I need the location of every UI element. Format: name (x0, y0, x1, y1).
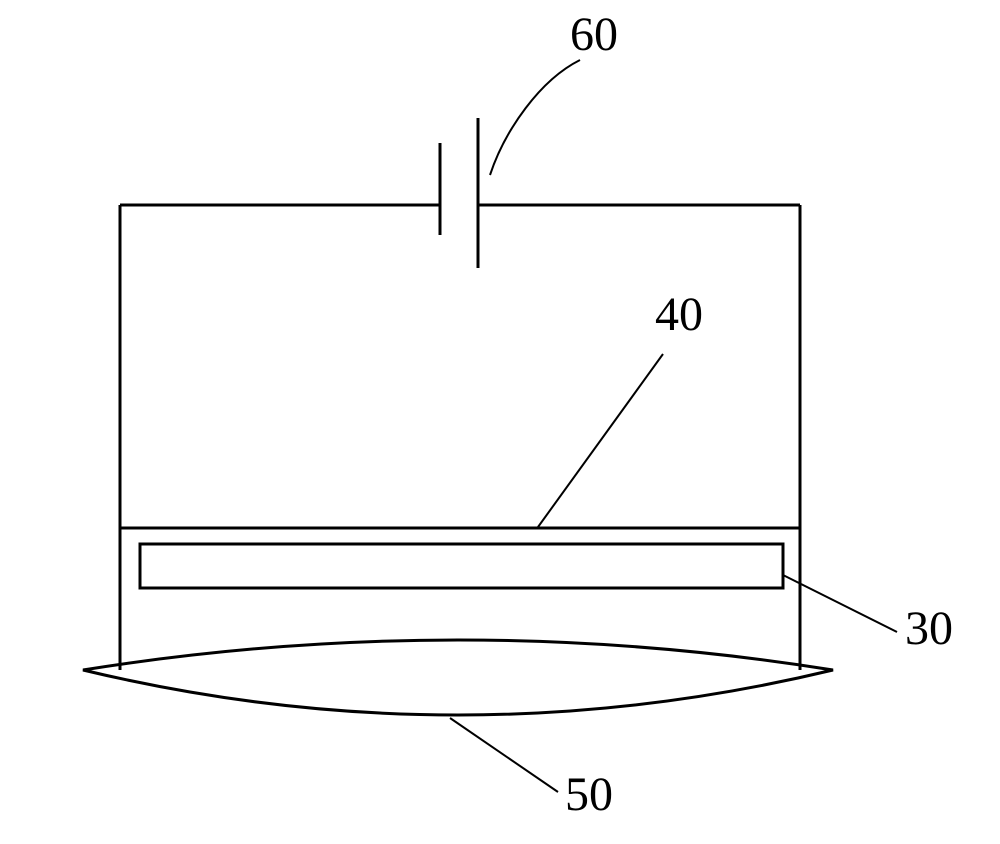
label-50: 50 (565, 768, 613, 821)
label-40: 40 (655, 288, 703, 341)
leader-50 (450, 718, 558, 792)
label-30: 30 (905, 602, 953, 655)
label-60: 60 (570, 8, 618, 61)
layer-30-rect (140, 544, 783, 588)
leader-60 (490, 60, 580, 175)
leader-40 (538, 354, 663, 527)
lens-50 (83, 640, 833, 715)
